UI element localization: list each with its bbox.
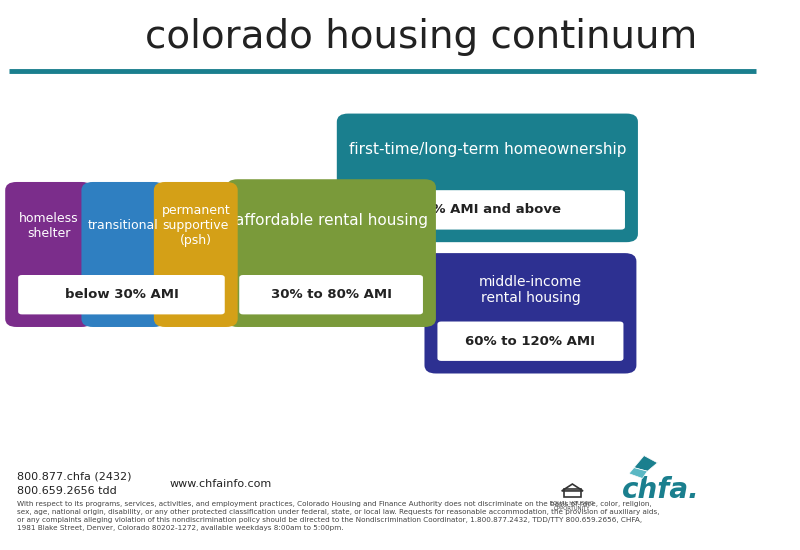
Text: 800.877.chfa (2432)
800.659.2656 tdd: 800.877.chfa (2432) 800.659.2656 tdd — [17, 472, 131, 497]
Text: permanent
supportive
(psh): permanent supportive (psh) — [162, 204, 230, 248]
Text: homeless
shelter: homeless shelter — [19, 212, 79, 240]
Text: 50% AMI and above: 50% AMI and above — [414, 204, 561, 216]
Text: 30% to 80% AMI: 30% to 80% AMI — [270, 288, 391, 301]
Polygon shape — [629, 468, 647, 478]
Text: affordable rental housing: affordable rental housing — [234, 213, 427, 228]
Text: transitional: transitional — [88, 219, 158, 232]
FancyBboxPatch shape — [154, 182, 238, 327]
FancyBboxPatch shape — [6, 182, 93, 327]
Text: first-time/long-term homeownership: first-time/long-term homeownership — [349, 142, 626, 157]
FancyBboxPatch shape — [425, 253, 637, 373]
FancyBboxPatch shape — [18, 275, 225, 315]
Text: middle-income
rental housing: middle-income rental housing — [479, 275, 582, 305]
Text: chfa.: chfa. — [622, 476, 700, 503]
FancyBboxPatch shape — [350, 190, 625, 229]
FancyBboxPatch shape — [82, 182, 166, 327]
FancyBboxPatch shape — [438, 322, 623, 361]
FancyBboxPatch shape — [226, 179, 436, 327]
Text: With respect to its programs, services, activities, and employment practices, Co: With respect to its programs, services, … — [17, 501, 659, 531]
Polygon shape — [634, 455, 658, 471]
Text: 60% to 120% AMI: 60% to 120% AMI — [466, 335, 595, 348]
Text: colorado housing continuum: colorado housing continuum — [145, 18, 697, 56]
Text: www.chfainfo.com: www.chfainfo.com — [169, 479, 271, 489]
FancyBboxPatch shape — [239, 275, 423, 315]
FancyBboxPatch shape — [337, 113, 638, 242]
Text: below 30% AMI: below 30% AMI — [65, 288, 178, 301]
Text: EQUAL HOUSING
OPPORTUNITY: EQUAL HOUSING OPPORTUNITY — [550, 500, 594, 512]
